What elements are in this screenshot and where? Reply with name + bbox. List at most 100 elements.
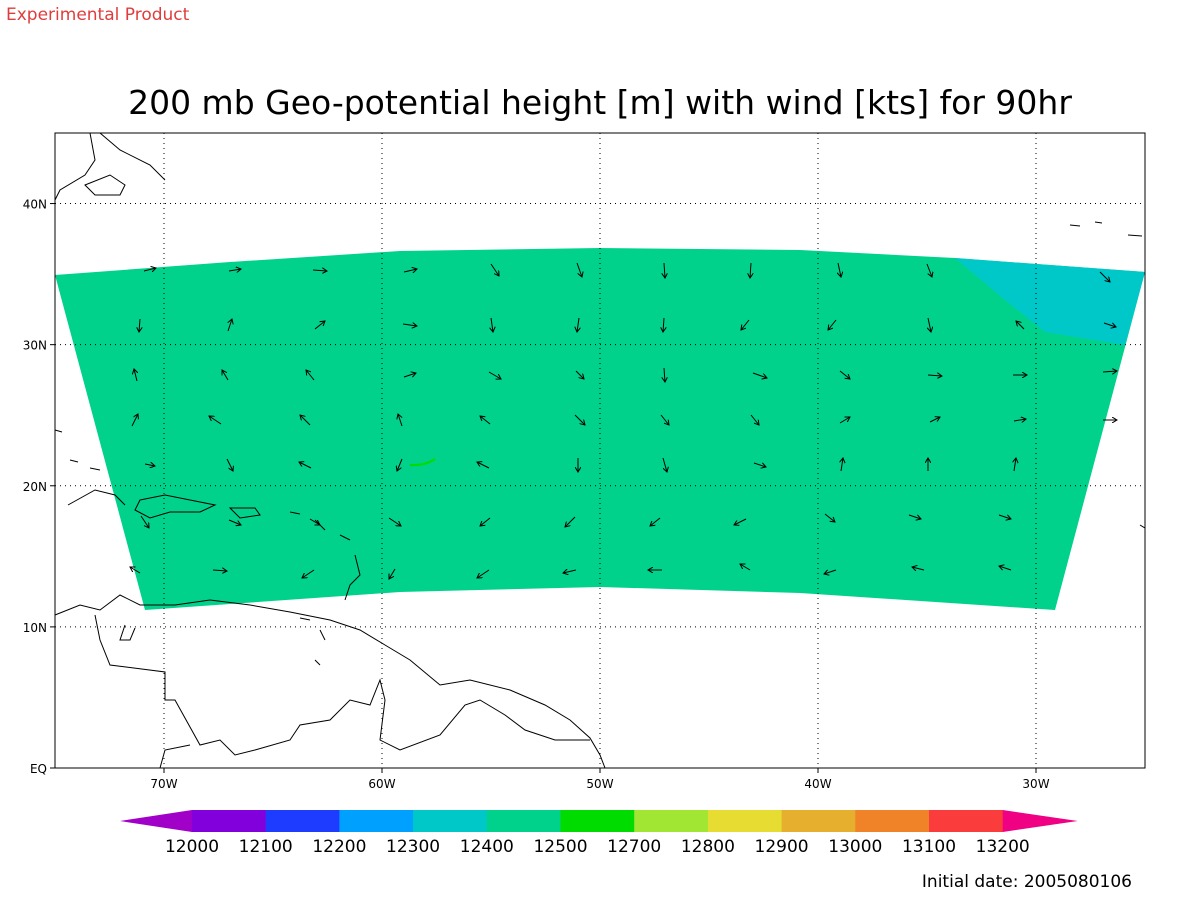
- colorbar-label: 12000: [165, 837, 219, 857]
- wind-arrows: [663, 317, 664, 332]
- wind-arrows: [228, 269, 241, 271]
- wind-arrows: [402, 324, 417, 326]
- wind-arrows: [563, 570, 577, 573]
- wind-arrows: [824, 569, 837, 574]
- wind-arrows: [740, 564, 751, 571]
- wind-arrows: [134, 369, 137, 382]
- wind-arrows: [926, 263, 932, 277]
- wind-arrows: [309, 518, 320, 525]
- colorbar-segment: [339, 810, 414, 832]
- wind-arrows: [130, 567, 141, 574]
- colorbar-label: 12400: [460, 837, 514, 857]
- wind-arrows: [752, 372, 767, 378]
- colorbar-label: 13200: [976, 837, 1030, 857]
- initial-date: Initial date: 2005080106: [922, 872, 1132, 892]
- wind-arrows: [212, 570, 227, 571]
- lon-tick-label: 30W: [1022, 777, 1049, 791]
- wind-arrows: [312, 270, 327, 271]
- wind-arrows: [650, 517, 661, 526]
- lat-tick-label: 30N: [23, 339, 47, 353]
- colorbar-label: 12900: [755, 837, 809, 857]
- wind-arrows: [750, 262, 751, 278]
- colorbar-label: 12500: [533, 837, 587, 857]
- colorbar-segment: [781, 810, 856, 832]
- map-title: 200 mb Geo-potential height [m] with win…: [128, 83, 1072, 122]
- coastline: [54, 594, 606, 769]
- colorbar-label: 13000: [828, 837, 882, 857]
- wind-arrows: [299, 462, 312, 469]
- wind-arrows: [824, 513, 835, 522]
- wind-arrows: [131, 414, 138, 427]
- wind-arrows: [908, 514, 921, 519]
- wind-arrows: [403, 373, 416, 378]
- colorbar-segment: [560, 810, 635, 832]
- lat-tick-label: 20N: [23, 480, 47, 494]
- wind-arrows: [734, 518, 747, 525]
- wind-arrows: [480, 517, 491, 526]
- coastline: [54, 132, 166, 201]
- wind-arrows: [490, 263, 499, 276]
- wind-arrows: [226, 458, 233, 471]
- wind-arrows: [302, 569, 315, 578]
- colorbar-segment: [855, 810, 930, 832]
- wind-arrows: [1099, 271, 1110, 282]
- colorbar-label: 12700: [607, 837, 661, 857]
- colorbar-label: 12300: [386, 837, 440, 857]
- lon-tick-label: 60W: [368, 777, 395, 791]
- colorbar-segment: [634, 810, 709, 832]
- wind-arrows: [143, 268, 156, 271]
- wind-arrows: [480, 416, 491, 425]
- header-label: Experimental Product: [6, 5, 190, 25]
- wind-arrows: [398, 414, 403, 427]
- wind-arrows: [575, 370, 584, 379]
- wind-arrows: [565, 516, 576, 527]
- wind-arrows: [1014, 458, 1016, 472]
- wind-arrows: [306, 370, 315, 381]
- colorbar-segment: [265, 810, 340, 832]
- colorbar-segment: [192, 810, 267, 832]
- wind-arrows: [130, 262, 1117, 579]
- wind-arrows: [488, 371, 501, 379]
- colorbar-segment: [707, 810, 783, 832]
- wind-arrows: [841, 458, 843, 472]
- lat-tick-label: 10N: [23, 621, 47, 635]
- colorbar-segment: [413, 810, 488, 832]
- wind-arrows: [1013, 419, 1026, 421]
- coastline: [67, 489, 301, 519]
- wind-arrows: [660, 414, 669, 425]
- colorbar: 12000 12100 12200 12300 12400 12500 12700 12800…: [120, 810, 1078, 857]
- wind-arrows: [477, 462, 490, 469]
- wind-arrows: [403, 269, 417, 272]
- wind-arrows: [389, 568, 396, 579]
- wind-arrows: [209, 416, 222, 425]
- colorbar-end: [120, 810, 192, 832]
- wind-arrows: [1103, 322, 1116, 327]
- wind-arrows: [828, 319, 837, 330]
- colorbar-label: 12100: [239, 837, 293, 857]
- wind-arrows: [228, 519, 241, 525]
- wind-arrows: [222, 370, 229, 381]
- wind-arrows: [929, 417, 940, 423]
- coastline: [54, 221, 1146, 529]
- wind-arrows: [140, 515, 149, 528]
- lat-tick-label: EQ: [30, 762, 47, 776]
- map-frame: [54, 132, 1146, 769]
- wind-arrows: [741, 319, 750, 330]
- colorbar-label: 12200: [312, 837, 366, 857]
- wind-arrows: [662, 457, 667, 472]
- colorbar-end: [1002, 810, 1078, 832]
- wind-arrows: [839, 370, 850, 379]
- wind-arrows: [144, 464, 155, 466]
- height-field: [955, 258, 1145, 345]
- wind-arrows: [753, 462, 766, 467]
- lon-tick-label: 70W: [150, 777, 177, 791]
- height-field: [409, 458, 436, 467]
- wind-arrows: [388, 517, 401, 526]
- wind-arrows: [839, 417, 850, 424]
- colorbar-segment: [929, 810, 1004, 832]
- colorbar-segment: [486, 810, 561, 832]
- lat-tick-label: 40N: [23, 198, 47, 212]
- wind-arrows: [664, 262, 665, 278]
- wind-arrows: [912, 567, 925, 570]
